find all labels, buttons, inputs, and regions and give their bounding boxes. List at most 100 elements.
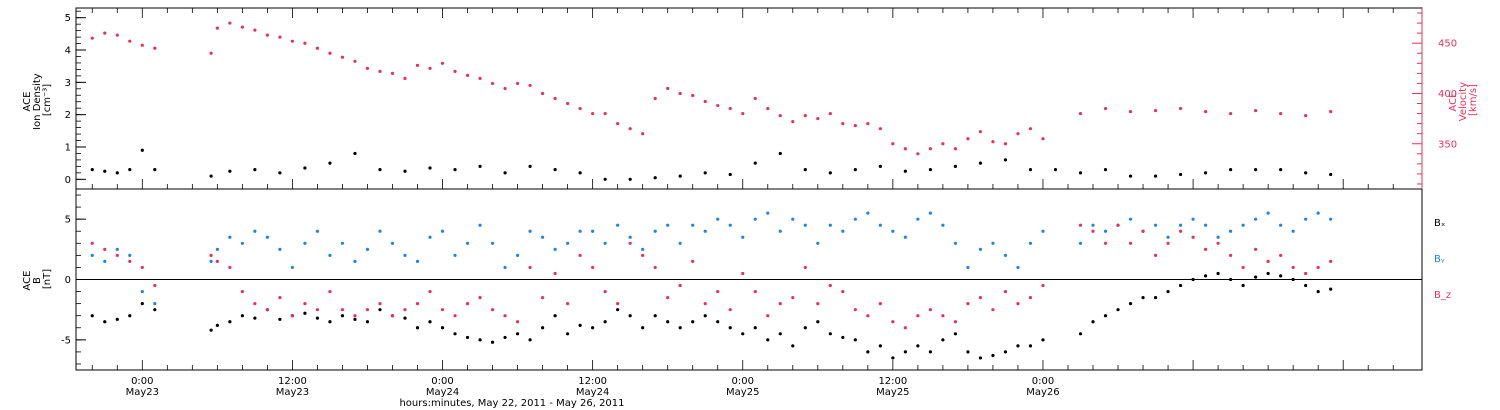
bz-point: [353, 314, 357, 318]
bx-point: [440, 326, 445, 330]
bz-point: [678, 283, 682, 288]
by-point: [478, 223, 482, 227]
by-point: [978, 247, 983, 251]
density-point: [153, 168, 157, 172]
by-point: [841, 229, 845, 233]
velocity-point: [128, 39, 132, 43]
b-tick-label: 0: [65, 275, 71, 286]
density-point: [128, 168, 132, 172]
bx-point: [1178, 283, 1183, 288]
bx-point: [903, 350, 907, 354]
velocity-point: [303, 41, 307, 45]
by-point: [878, 223, 882, 227]
bz-point: [966, 302, 970, 306]
velocity-point: [878, 127, 882, 131]
density-point: [653, 176, 657, 180]
velocity-point: [440, 61, 445, 65]
velocity-point: [1016, 132, 1020, 136]
bx-point: [1254, 275, 1258, 279]
bz-point: [365, 308, 370, 312]
date-tick-label: May25: [726, 387, 759, 398]
density-point: [1229, 168, 1233, 172]
by-point: [365, 247, 370, 251]
by-point: [453, 253, 457, 257]
bz-point: [378, 302, 382, 306]
bz-point: [691, 259, 695, 263]
bx-point: [1141, 296, 1145, 300]
density-point: [753, 161, 757, 165]
density-point: [553, 168, 557, 172]
density-point: [528, 164, 532, 168]
density-point: [828, 171, 832, 175]
bz-point: [628, 241, 632, 245]
bz-point: [716, 289, 720, 294]
bx-point: [240, 314, 244, 318]
bz-point: [553, 271, 557, 276]
velocity-point: [103, 31, 107, 35]
density-point: [1178, 172, 1183, 177]
velocity-point: [803, 113, 807, 118]
by-point: [1229, 229, 1233, 233]
velocity-tick-label: 450: [1438, 39, 1457, 50]
density-point: [603, 177, 607, 181]
by-point: [641, 247, 645, 251]
density-point: [678, 174, 682, 178]
bx-point: [428, 320, 432, 324]
bz-point: [653, 265, 657, 270]
bz-point: [616, 302, 620, 306]
bz-point: [1128, 241, 1133, 245]
bz-point: [453, 314, 457, 318]
bz-point: [953, 320, 958, 324]
by-point: [378, 229, 382, 233]
velocity-point: [378, 69, 382, 73]
by-point: [303, 241, 307, 245]
by-point: [953, 241, 958, 245]
bx-point: [766, 338, 770, 342]
bz-point: [228, 265, 232, 270]
bx-point: [140, 302, 144, 306]
velocity-point: [1203, 109, 1208, 114]
bx-point: [478, 338, 482, 342]
bz-point: [1178, 229, 1183, 233]
bx-point: [778, 332, 782, 336]
bx-point: [703, 314, 707, 318]
bz-point: [1041, 283, 1045, 288]
bx-point: [1329, 287, 1333, 291]
bx-point: [103, 320, 107, 324]
velocity-point: [553, 96, 557, 101]
velocity-point: [928, 147, 932, 151]
velocity-point: [628, 127, 632, 131]
bz-point: [390, 314, 395, 318]
velocity-point: [841, 122, 845, 126]
time-tick-label: 0:00: [732, 376, 754, 387]
bz-point: [428, 289, 432, 294]
density-point: [1103, 168, 1108, 172]
time-tick-label: 0:00: [1032, 376, 1054, 387]
velocity-point: [816, 117, 820, 121]
velocity-point: [778, 113, 782, 118]
by-point: [278, 247, 282, 251]
bz-point: [928, 308, 932, 312]
density-point: [1203, 171, 1208, 175]
by-point: [1291, 229, 1295, 233]
by-point: [390, 241, 395, 245]
density-point: [903, 169, 907, 173]
bz-point: [828, 283, 832, 288]
bz-point: [1316, 265, 1320, 270]
by-point: [591, 229, 595, 233]
bz-point: [465, 302, 470, 306]
density-point: [115, 171, 119, 175]
velocity-point: [791, 120, 795, 124]
velocity-point: [315, 46, 320, 50]
velocity-point: [1041, 137, 1045, 141]
by-point: [228, 235, 232, 239]
bz-point: [791, 296, 795, 300]
legend-bz: B_z: [1434, 290, 1451, 301]
bx-point: [1291, 277, 1295, 282]
by-point: [941, 223, 945, 227]
bz-point: [1166, 241, 1170, 245]
velocity-point: [153, 46, 157, 50]
density-tick-label: 2: [65, 110, 71, 121]
top-panel-points: [90, 21, 1333, 181]
